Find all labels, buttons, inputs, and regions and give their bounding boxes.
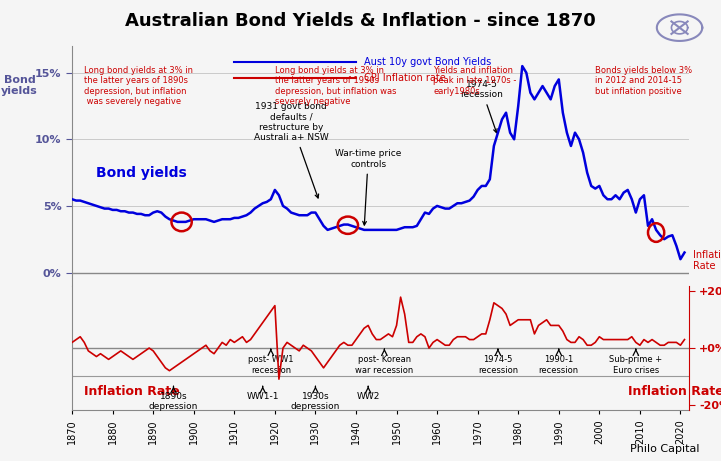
- Text: Philo Capital: Philo Capital: [630, 444, 699, 454]
- Text: 1931 govt bond
defaults /
restructure by
Australi a+ NSW: 1931 govt bond defaults / restructure by…: [254, 102, 329, 198]
- Text: 1974-5
recession: 1974-5 recession: [478, 355, 518, 374]
- Text: 1974-5
recession: 1974-5 recession: [460, 80, 503, 133]
- Text: Aust 10y govt Bond Yields: Aust 10y govt Bond Yields: [364, 57, 491, 67]
- Text: Long bond yields at 3% in
the latter years of 1930s
depression, but inflation wa: Long bond yields at 3% in the latter yea…: [275, 66, 397, 106]
- Text: Yields and inflation
peak in late 1970s -
early1980s: Yields and inflation peak in late 1970s …: [433, 66, 516, 96]
- Text: WW1-1: WW1-1: [247, 392, 279, 401]
- Text: Inflation Rate: Inflation Rate: [84, 385, 180, 398]
- Text: Bonds yields below 3%
in 2012 and 2014-15
but inflation positive: Bonds yields below 3% in 2012 and 2014-1…: [596, 66, 692, 96]
- Text: Australian Bond Yields & Inflation - since 1870: Australian Bond Yields & Inflation - sin…: [125, 12, 596, 30]
- Text: 1990-1
recession: 1990-1 recession: [539, 355, 579, 374]
- Text: post- WW1
recession: post- WW1 recession: [248, 355, 293, 374]
- Text: Sub-prime +
Euro crises: Sub-prime + Euro crises: [609, 355, 663, 374]
- Text: Bond yields: Bond yields: [97, 165, 187, 180]
- Text: Inflation Rate: Inflation Rate: [628, 385, 721, 398]
- Text: Inflation
Rate: Inflation Rate: [693, 249, 721, 271]
- Text: War-time price
controls: War-time price controls: [335, 149, 402, 225]
- Text: WW2: WW2: [356, 392, 380, 401]
- Text: Long bond yields at 3% in
the latter years of 1890s
depression, but inflation
 w: Long bond yields at 3% in the latter yea…: [84, 66, 193, 106]
- Text: 1930s
depression: 1930s depression: [291, 392, 340, 411]
- Text: Bond
yields: Bond yields: [1, 75, 38, 96]
- Text: 1890s
depression: 1890s depression: [149, 392, 198, 411]
- Text: post- Korean
war recession: post- Korean war recession: [355, 355, 414, 374]
- Text: CPI Inflation rate: CPI Inflation rate: [364, 73, 446, 83]
